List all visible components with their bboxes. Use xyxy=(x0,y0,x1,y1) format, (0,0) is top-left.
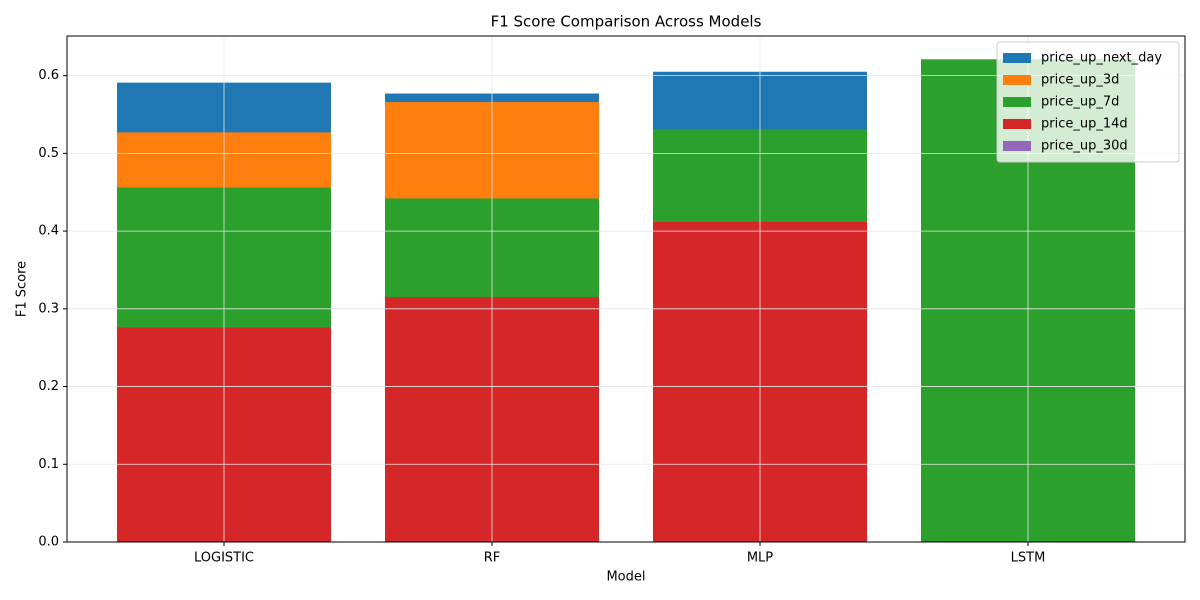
y-tick-label: 0.6 xyxy=(38,68,59,83)
x-tick-label: MLP xyxy=(747,551,773,566)
legend-label: price_up_7d xyxy=(1041,95,1119,110)
y-tick-label: 0.5 xyxy=(38,146,59,161)
x-tick-label: RF xyxy=(484,551,501,566)
legend-label: price_up_14d xyxy=(1041,117,1128,132)
legend: price_up_next_day price_up_3d price_up_7dp… xyxy=(996,41,1180,163)
legend-swatch xyxy=(1003,119,1031,129)
plot-frame xyxy=(66,35,1186,543)
legend-swatch xyxy=(1003,53,1031,63)
legend-swatch xyxy=(1003,141,1031,151)
x-tick-label: LOGISTIC xyxy=(194,551,254,566)
legend-label: price_up_next_day xyxy=(1041,51,1162,66)
bars xyxy=(117,59,1135,543)
y-axis-label: F1 Score xyxy=(15,261,30,317)
legend-label: price_up_30d xyxy=(1041,139,1128,154)
legend-box xyxy=(996,41,1180,163)
y-tick-label: 0.0 xyxy=(38,535,59,550)
y-tick-label: 0.1 xyxy=(38,457,59,472)
x-tick-label: LSTM xyxy=(1011,551,1046,566)
x-axis-label: Model xyxy=(606,570,645,585)
y-tick-label: 0.4 xyxy=(38,224,59,239)
y-tick-label: 0.3 xyxy=(38,301,59,316)
legend-swatch xyxy=(1003,75,1031,85)
ticks: 0.0 0.1 0.2 0.3 0.4 0.5 0.6 LOGISTIC RF MLP LSTM xyxy=(38,68,1045,565)
y-tick-label: 0.2 xyxy=(38,379,59,394)
legend-swatch xyxy=(1003,97,1031,107)
chart-title: F1 Score Comparison Across Models xyxy=(491,13,762,31)
legend-label: price_up_3d xyxy=(1041,73,1119,88)
